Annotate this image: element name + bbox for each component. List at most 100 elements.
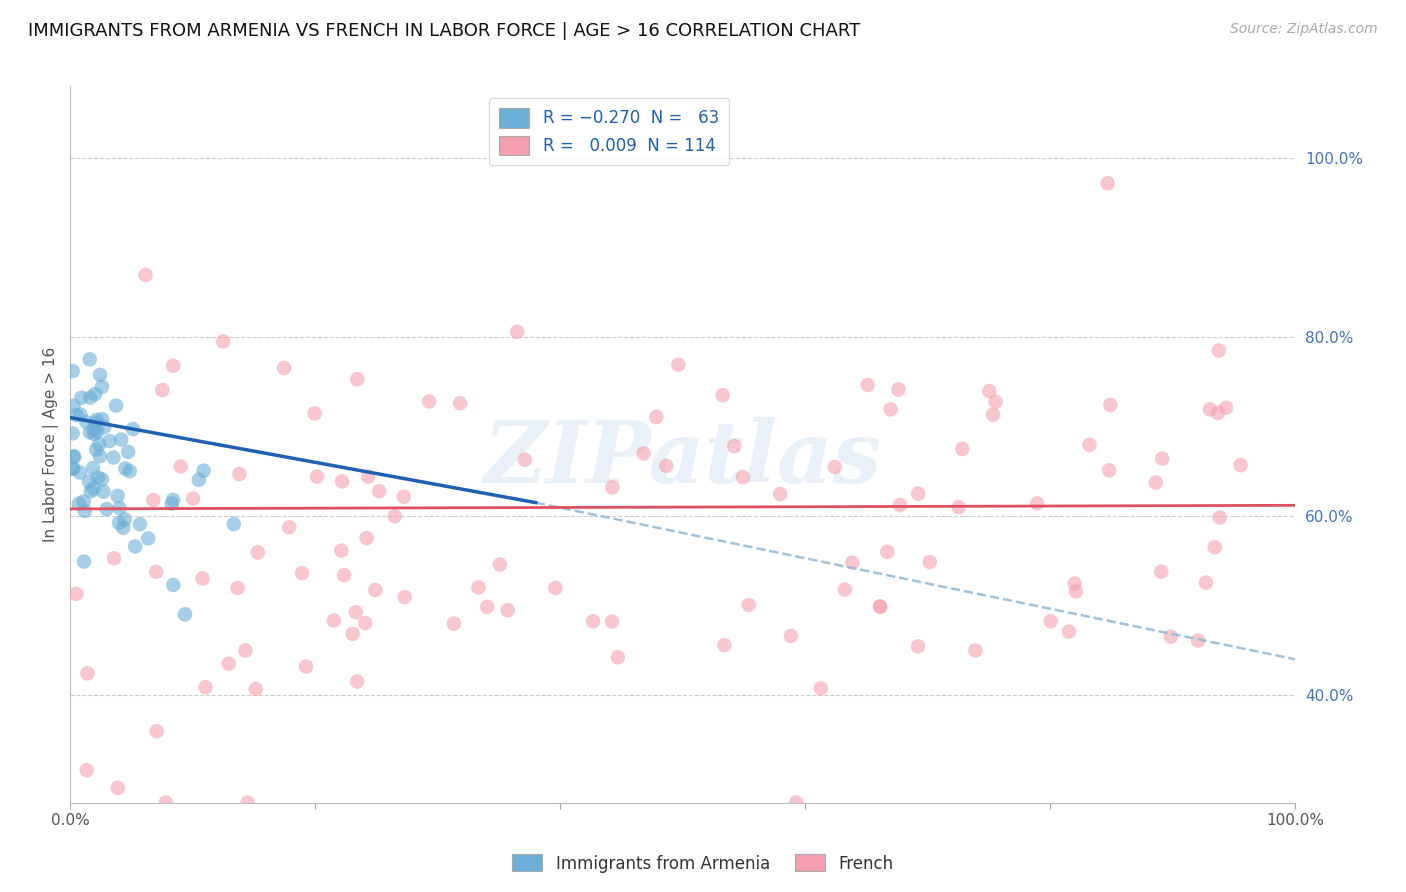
Point: [354, 615, 377, 630]
Point: [769, 487, 792, 501]
Point: [84, 387, 107, 401]
Point: [187, 473, 209, 487]
Point: [1078, 438, 1101, 452]
Legend: R = −0.270  N =   63, R =   0.009  N = 114: R = −0.270 N = 63, R = 0.009 N = 114: [489, 98, 728, 165]
Point: [107, 780, 129, 795]
Point: [193, 464, 215, 478]
Point: [1026, 496, 1049, 510]
Point: [194, 680, 217, 694]
Point: [731, 470, 754, 484]
Point: [869, 599, 891, 614]
Point: [1208, 343, 1230, 358]
Point: [114, 512, 136, 526]
Point: [291, 566, 314, 581]
Point: [62, 462, 84, 476]
Point: [73, 504, 96, 518]
Point: [145, 724, 167, 739]
Point: [1064, 584, 1087, 599]
Point: [1098, 463, 1121, 477]
Point: [713, 638, 735, 652]
Legend: Immigrants from Armenia, French: Immigrants from Armenia, French: [506, 847, 900, 880]
Point: [582, 615, 605, 629]
Point: [645, 409, 668, 424]
Point: [134, 268, 156, 282]
Point: [384, 509, 406, 524]
Point: [418, 394, 440, 409]
Point: [218, 657, 240, 671]
Point: [856, 378, 879, 392]
Point: [357, 469, 380, 483]
Point: [118, 464, 141, 478]
Point: [65, 408, 87, 422]
Point: [330, 543, 353, 558]
Point: [364, 582, 387, 597]
Text: ZIPatlas: ZIPatlas: [484, 417, 882, 500]
Point: [162, 492, 184, 507]
Point: [245, 681, 267, 696]
Point: [114, 461, 136, 475]
Point: [1206, 406, 1229, 420]
Point: [62, 461, 84, 475]
Point: [1187, 633, 1209, 648]
Point: [86, 413, 108, 427]
Point: [181, 491, 204, 506]
Point: [443, 616, 465, 631]
Point: [889, 498, 911, 512]
Point: [160, 497, 183, 511]
Point: [333, 568, 356, 582]
Point: [82, 482, 104, 496]
Point: [907, 640, 929, 654]
Point: [876, 545, 898, 559]
Point: [506, 325, 529, 339]
Point: [655, 458, 678, 473]
Point: [477, 599, 499, 614]
Point: [150, 383, 173, 397]
Point: [278, 520, 301, 534]
Point: [907, 486, 929, 500]
Point: [226, 581, 249, 595]
Point: [83, 426, 105, 441]
Point: [1144, 475, 1167, 490]
Point: [69, 466, 91, 480]
Point: [145, 565, 167, 579]
Point: [96, 502, 118, 516]
Point: [80, 484, 103, 499]
Point: [330, 475, 353, 489]
Point: [273, 361, 295, 376]
Point: [228, 467, 250, 481]
Point: [76, 764, 98, 778]
Point: [75, 415, 97, 429]
Point: [124, 540, 146, 554]
Point: [305, 469, 328, 483]
Point: [62, 426, 84, 441]
Point: [356, 531, 378, 545]
Point: [129, 517, 152, 532]
Point: [887, 383, 910, 397]
Point: [93, 420, 115, 434]
Point: [72, 494, 94, 508]
Point: [879, 402, 901, 417]
Point: [162, 578, 184, 592]
Point: [948, 500, 970, 515]
Point: [91, 380, 114, 394]
Point: [79, 391, 101, 405]
Point: [1160, 630, 1182, 644]
Point: [77, 475, 100, 489]
Point: [108, 516, 131, 530]
Point: [496, 603, 519, 617]
Point: [87, 470, 110, 484]
Point: [449, 396, 471, 410]
Point: [62, 449, 84, 463]
Point: [83, 422, 105, 436]
Point: [489, 558, 512, 572]
Point: [834, 582, 856, 597]
Point: [136, 532, 159, 546]
Point: [235, 643, 257, 657]
Point: [246, 545, 269, 559]
Point: [93, 484, 115, 499]
Point: [869, 599, 891, 614]
Point: [984, 394, 1007, 409]
Point: [346, 372, 368, 386]
Point: [86, 425, 108, 439]
Point: [62, 399, 84, 413]
